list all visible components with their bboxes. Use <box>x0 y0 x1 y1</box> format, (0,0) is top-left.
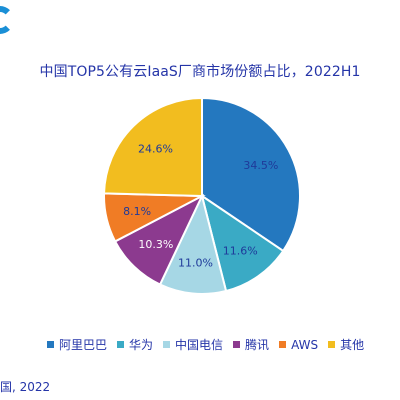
slice-label-2: 11.0% <box>178 256 213 269</box>
legend-swatch-0 <box>47 341 54 348</box>
legend: 阿里巴巴 华为 中国电信 腾讯 AWS 其他 <box>47 336 364 353</box>
legend-item-5: 其他 <box>328 336 364 353</box>
legend-label-1: 华为 <box>129 338 154 352</box>
legend-swatch-5 <box>328 341 336 348</box>
legend-label-3: 腾讯 <box>245 338 270 352</box>
slice-label-5: 24.6% <box>138 142 173 155</box>
legend-item-2: 中国电信 <box>163 336 223 353</box>
slice-label-3: 10.3% <box>138 238 173 251</box>
slice-label-1: 11.6% <box>223 245 258 258</box>
pie-slice-0 <box>201 96 301 253</box>
legend-label-4: AWS <box>291 337 319 352</box>
legend-swatch-2 <box>163 341 171 348</box>
slice-label-0: 34.5% <box>243 159 278 172</box>
pie-slice-2 <box>158 193 228 295</box>
pie-slice-1 <box>200 193 285 293</box>
legend-label-5: 其他 <box>340 338 365 352</box>
chart-title: 中国TOP5公有云IaaS厂商市场份额占比，2022H1 <box>39 64 361 80</box>
legend-swatch-1 <box>117 341 125 348</box>
source-note: 国, 2022 <box>0 380 51 394</box>
pie-slice-5 <box>103 96 203 198</box>
legend-item-3: 腾讯 <box>233 336 269 353</box>
slice-label-4: 8.1% <box>123 205 151 218</box>
legend-swatch-4 <box>279 341 287 348</box>
legend-item-4: AWS <box>279 338 318 352</box>
logo-mark-icon <box>0 6 14 34</box>
legend-swatch-3 <box>233 341 241 348</box>
legend-item-0: 阿里巴巴 <box>47 336 107 353</box>
legend-label-2: 中国电信 <box>175 338 224 352</box>
legend-label-0: 阿里巴巴 <box>59 338 108 352</box>
legend-item-1: 华为 <box>117 336 153 353</box>
